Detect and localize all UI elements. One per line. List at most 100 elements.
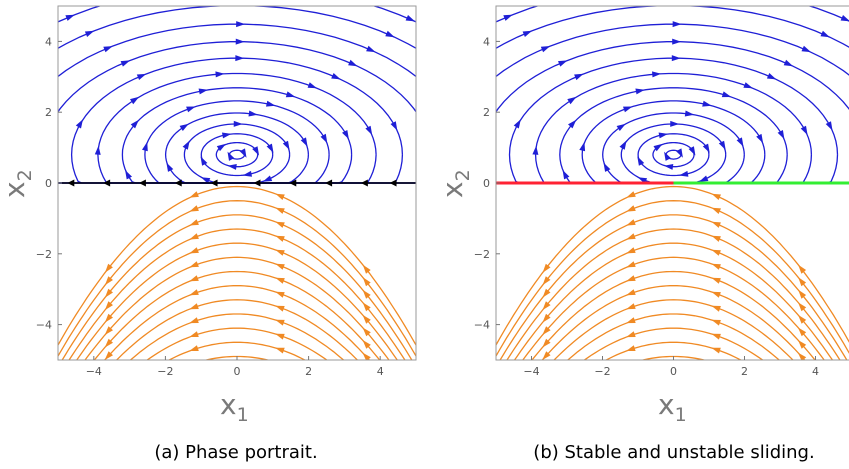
lower-streamline xyxy=(75,242,399,360)
lower-streamline xyxy=(513,242,834,360)
lower-streamline xyxy=(58,185,416,347)
lower-flow-arrow xyxy=(275,333,285,340)
lower-flow-arrow xyxy=(189,289,199,296)
upper-flow-arrow xyxy=(679,170,689,177)
switching-line-arrow xyxy=(289,179,297,187)
lower-flow-arrow xyxy=(542,276,551,286)
axis-ticks: −4 −2 0 2 4 −4 −2 0 2 4 xyxy=(36,35,384,378)
lower-flow-arrow xyxy=(711,291,721,298)
lower-flow-arrow xyxy=(711,333,721,340)
lower-flow-arrow xyxy=(626,345,636,351)
upper-flow-arrow xyxy=(222,132,232,139)
lower-streamline xyxy=(496,200,849,358)
lower-flow-arrow xyxy=(189,261,199,268)
switching-line-arrow xyxy=(389,179,397,187)
upper-flow-arrow xyxy=(718,140,726,150)
switching-line-arrow xyxy=(138,179,146,187)
y-tick-label: −2 xyxy=(474,248,490,261)
lower-streamline xyxy=(103,285,371,360)
lower-flow-arrow xyxy=(189,345,199,351)
upper-flow-arrow xyxy=(676,148,683,158)
lower-flow-arrow xyxy=(189,247,199,254)
upper-flow-arrow xyxy=(756,133,764,144)
upper-streamline xyxy=(200,133,274,177)
y-axis-label: x2 xyxy=(0,169,36,198)
upper-flow-arrow xyxy=(252,146,260,156)
lower-flow-arrow xyxy=(189,191,199,198)
upper-flow-arrow xyxy=(94,145,101,155)
upper-flow-arrow xyxy=(513,119,521,129)
lower-flow-arrow xyxy=(275,207,285,214)
upper-flow-arrow xyxy=(568,119,577,129)
upper-flow-arrow xyxy=(198,88,208,95)
lower-flow-arrow xyxy=(189,205,199,212)
upper-flow-arrow xyxy=(300,137,308,147)
upper-flow-arrow xyxy=(721,91,732,98)
lower-flow-arrow xyxy=(189,219,199,226)
upper-flow-arrow xyxy=(637,156,645,166)
lower-streamline xyxy=(522,256,825,360)
upper-flow-arrow xyxy=(366,45,376,53)
lower-flow-arrow xyxy=(104,338,113,348)
lower-streamline xyxy=(68,228,406,360)
upper-streamline xyxy=(559,87,788,184)
upper-flow-arrow xyxy=(671,55,681,62)
upper-flow-arrow xyxy=(820,30,830,38)
lower-flow-arrow xyxy=(798,302,807,312)
upper-streamline xyxy=(620,123,727,184)
upper-flow-arrow xyxy=(285,91,296,98)
upper-flow-arrow xyxy=(227,151,235,161)
lower-flow-arrow xyxy=(105,263,113,273)
lower-streamline xyxy=(506,228,841,360)
axis-ticks: −4 −2 0 2 4 −4 −2 0 2 4 xyxy=(474,35,819,378)
x-tick-label: −4 xyxy=(86,365,102,378)
lower-flow-arrow xyxy=(798,264,807,274)
switching-line-arrow xyxy=(360,179,368,187)
lower-streamline xyxy=(58,200,416,358)
lower-flow-arrow xyxy=(189,233,199,240)
x-tick-label: −2 xyxy=(594,365,610,378)
upper-flow-arrow xyxy=(182,140,190,150)
lower-flow-arrow xyxy=(275,277,285,284)
lower-flow-arrow xyxy=(362,302,371,312)
lower-flow-arrow xyxy=(626,303,636,310)
lower-flow-arrow xyxy=(542,338,551,348)
upper-flow-arrow xyxy=(743,82,753,89)
upper-flow-arrow xyxy=(522,30,533,37)
lower-flow-arrow xyxy=(797,352,807,360)
upper-streamline xyxy=(121,87,353,184)
lower-flow-arrow xyxy=(542,351,551,360)
upper-flow-arrow xyxy=(282,140,290,150)
lower-flow-arrow xyxy=(362,264,371,274)
upper-flow-arrow xyxy=(702,143,710,153)
upper-streamline xyxy=(496,6,849,184)
upper-flow-arrow xyxy=(736,137,744,147)
lower-streamline xyxy=(129,313,345,360)
lower-flow-arrow xyxy=(711,319,721,326)
lower-flow-arrow xyxy=(362,340,371,349)
lower-streamline xyxy=(84,256,390,360)
upper-streamline xyxy=(652,141,695,168)
upper-flow-arrow xyxy=(320,133,328,144)
lower-flow-arrow xyxy=(275,347,285,354)
upper-streamline xyxy=(496,23,849,184)
upper-flow-arrow xyxy=(653,143,663,152)
upper-streamline xyxy=(508,57,839,184)
y-tick-label: 2 xyxy=(45,106,52,119)
switching-line-arrow xyxy=(210,179,218,187)
lower-flow-arrow xyxy=(362,352,371,360)
x-tick-label: −2 xyxy=(157,365,173,378)
lower-flow-arrow xyxy=(542,263,551,273)
upper-flow-arrow xyxy=(385,30,395,38)
y-axis-label: x2 xyxy=(436,169,474,198)
lower-flow-arrow xyxy=(711,249,721,256)
lower-flow-arrow xyxy=(275,263,285,270)
upper-streamline xyxy=(215,141,259,168)
lower-flow-arrow xyxy=(626,317,636,324)
upper-flow-arrow xyxy=(540,46,551,53)
switching-line-arrow xyxy=(67,179,75,187)
upper-flow-arrow xyxy=(179,123,189,131)
upper-flow-arrow xyxy=(574,73,584,81)
upper-flow-arrow xyxy=(65,14,75,21)
lower-flow-arrow xyxy=(711,221,721,228)
